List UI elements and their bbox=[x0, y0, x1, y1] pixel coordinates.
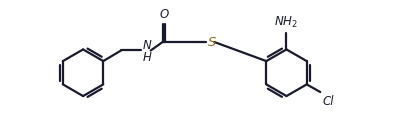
Text: O: O bbox=[159, 8, 169, 21]
Text: NH$_2$: NH$_2$ bbox=[275, 15, 299, 30]
Text: Cl: Cl bbox=[322, 95, 334, 108]
Text: S: S bbox=[207, 35, 216, 48]
Text: N
H: N H bbox=[143, 39, 152, 64]
